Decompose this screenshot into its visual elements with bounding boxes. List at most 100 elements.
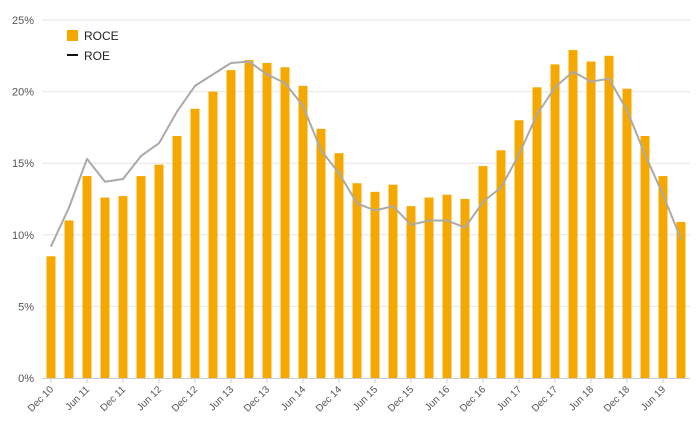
x-tick-label: Dec 14 — [314, 384, 344, 414]
roe-point — [284, 82, 286, 84]
x-tick-label: Jun 11 — [64, 384, 93, 413]
roe-point — [374, 209, 376, 212]
roe-point — [626, 109, 628, 112]
roce-bar — [280, 67, 290, 379]
roe-point — [518, 153, 520, 156]
x-tick-label: Dec 12 — [170, 384, 200, 414]
y-tick-label: 0% — [18, 373, 34, 385]
roce-bar — [586, 61, 596, 378]
roce-bar — [532, 87, 542, 378]
y-tick-label: 15% — [12, 158, 34, 170]
x-tick-label: Jun 13 — [207, 384, 236, 413]
roe-point — [266, 73, 268, 76]
roce-bar — [370, 191, 380, 378]
roce-bar — [460, 199, 470, 378]
roce-bar — [622, 88, 632, 379]
roe-point — [500, 186, 502, 189]
y-tick-label: 20% — [12, 87, 34, 99]
roce-bar — [676, 221, 686, 378]
roe-point — [248, 60, 250, 63]
roce-bar — [514, 120, 524, 379]
roce-bar — [208, 91, 218, 378]
x-tick-label: Dec 16 — [458, 384, 488, 414]
roce-bar — [316, 128, 326, 378]
roe-point — [446, 219, 448, 222]
roce-bar — [550, 64, 560, 378]
x-tick-label: Dec 11 — [98, 384, 128, 414]
legend-label-roe: ROE — [84, 49, 110, 63]
roce-bar — [568, 50, 578, 379]
roe-point — [482, 201, 484, 203]
roe-point — [680, 238, 682, 240]
x-tick-label: Dec 18 — [602, 384, 632, 414]
roce-bar — [298, 85, 308, 378]
roce-bar — [640, 135, 650, 378]
x-tick-label: Jun 12 — [135, 384, 164, 413]
roce-bar — [118, 196, 128, 378]
roe-point — [338, 172, 340, 175]
roe-point — [356, 202, 358, 205]
roce-bar — [406, 206, 416, 378]
roce-bar — [262, 62, 272, 379]
roce-bar — [82, 176, 92, 378]
roe-point — [554, 86, 556, 89]
roce-bar — [226, 70, 236, 379]
roe-point — [50, 245, 52, 248]
roe-point — [302, 105, 304, 107]
roe-point — [230, 62, 232, 64]
roe-point — [212, 73, 214, 76]
legend: ROCE ROE — [67, 29, 119, 63]
roe-point — [194, 85, 196, 87]
roce-bar — [496, 150, 506, 378]
roce-bar — [604, 55, 614, 379]
x-tick-label: Dec 15 — [386, 384, 416, 414]
roe-point — [662, 193, 664, 196]
roce-bar — [478, 166, 488, 378]
x-tick-label: Jun 15 — [351, 384, 380, 413]
x-axis: Dec 10 Jun 11 Dec 11 Jun 12 Dec 12 Jun 13 Dec … — [26, 378, 690, 415]
roe-point — [608, 77, 610, 80]
roe-line-layer — [50, 60, 682, 248]
roce-bar — [442, 194, 452, 378]
roe-line — [50, 60, 682, 247]
roce-bar — [190, 108, 200, 378]
roe-point — [158, 142, 160, 144]
y-tick-label: 10% — [12, 230, 34, 242]
x-tick-label: Dec 17 — [530, 384, 560, 414]
roce-bar — [100, 197, 110, 378]
roe-point — [536, 113, 538, 116]
x-tick-label: Dec 10 — [26, 384, 56, 414]
y-tick-label: 5% — [18, 301, 34, 313]
y-axis: 0% 5% 10% 15% 20% 25% — [12, 15, 34, 385]
x-tick-label: Jun 19 — [639, 384, 668, 413]
roe-point — [122, 178, 124, 180]
grid-layer — [42, 19, 690, 307]
roce-bar — [172, 135, 182, 378]
roe-point — [644, 153, 646, 156]
x-tick-label: Jun 18 — [567, 384, 596, 413]
roce-bar — [244, 60, 254, 378]
roe-point — [68, 206, 70, 209]
roce-bar — [388, 184, 398, 378]
roe-point — [428, 219, 430, 222]
roe-point — [464, 226, 466, 229]
roce-bars — [46, 50, 686, 379]
roce-bar — [136, 176, 146, 378]
roce-bar — [154, 164, 164, 378]
legend-swatch-roce — [67, 30, 78, 41]
y-tick-label: 25% — [12, 15, 34, 27]
roe-point — [320, 149, 322, 152]
roce-bar — [334, 153, 344, 378]
roe-point — [140, 155, 142, 157]
x-tick-label: Jun 16 — [423, 384, 452, 413]
roce-bar — [46, 256, 56, 378]
x-tick-label: Jun 17 — [495, 384, 524, 413]
x-tick-label: Dec 13 — [242, 384, 272, 414]
roe-point — [572, 70, 574, 73]
roce-bar — [64, 220, 74, 378]
roe-point — [410, 223, 412, 226]
legend-label-roce: ROCE — [84, 29, 119, 43]
roce-bar — [658, 176, 668, 378]
